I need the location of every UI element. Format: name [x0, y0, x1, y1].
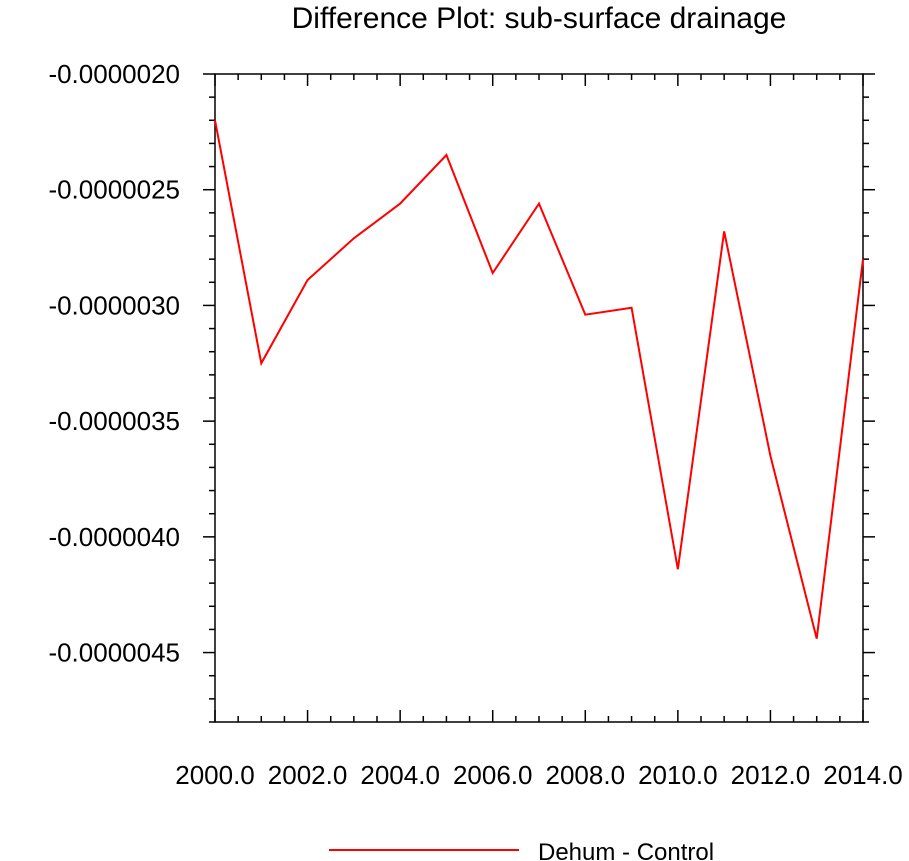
series-line	[214, 120, 864, 639]
axis-ticks	[203, 73, 875, 723]
y-tick-label: -0.0000025	[48, 175, 180, 205]
y-tick-label: -0.0000020	[48, 59, 180, 89]
y-tick-label: -0.0000045	[48, 638, 180, 668]
y-tick-label: -0.0000035	[48, 406, 180, 436]
series-layer	[214, 120, 864, 639]
x-tick-label: 2004.0	[360, 760, 440, 790]
x-tick-label: 2006.0	[453, 760, 533, 790]
y-tick-label: -0.0000030	[48, 290, 180, 320]
x-tick-label: 2000.0	[175, 760, 255, 790]
y-tick-label: -0.0000040	[48, 522, 180, 552]
legend-label: Dehum - Control	[538, 839, 714, 861]
x-tick-label: 2002.0	[268, 760, 348, 790]
x-tick-label: 2014.0	[823, 760, 903, 790]
x-tick-label: 2012.0	[731, 760, 811, 790]
plot-frame	[214, 73, 864, 723]
y-tick-labels: -0.0000020 -0.0000025 -0.0000030 -0.0000035…	[48, 59, 180, 668]
chart-title: Difference Plot: sub-surface drainage	[292, 2, 787, 35]
x-tick-label: 2008.0	[546, 760, 626, 790]
x-tick-labels: 2000.0 2002.0 2004.0 2006.0 2008.0 2010.0 2012…	[175, 760, 903, 790]
x-tick-label: 2010.0	[638, 760, 718, 790]
legend: Dehum - Control	[329, 839, 714, 861]
